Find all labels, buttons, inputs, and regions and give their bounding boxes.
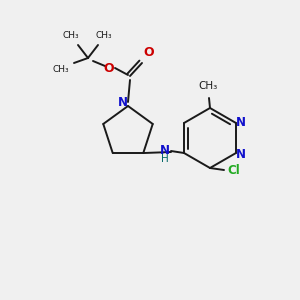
Text: CH₃: CH₃	[198, 81, 218, 91]
Text: Cl: Cl	[228, 164, 240, 178]
Text: N: N	[118, 97, 128, 110]
Text: N: N	[236, 148, 246, 160]
Text: CH₃: CH₃	[96, 31, 112, 40]
Text: O: O	[104, 61, 114, 74]
Text: CH₃: CH₃	[53, 64, 69, 74]
Text: O: O	[144, 46, 154, 59]
Text: N: N	[160, 143, 170, 157]
Text: H: H	[161, 154, 169, 164]
Text: CH₃: CH₃	[63, 31, 79, 40]
Text: N: N	[236, 116, 246, 128]
